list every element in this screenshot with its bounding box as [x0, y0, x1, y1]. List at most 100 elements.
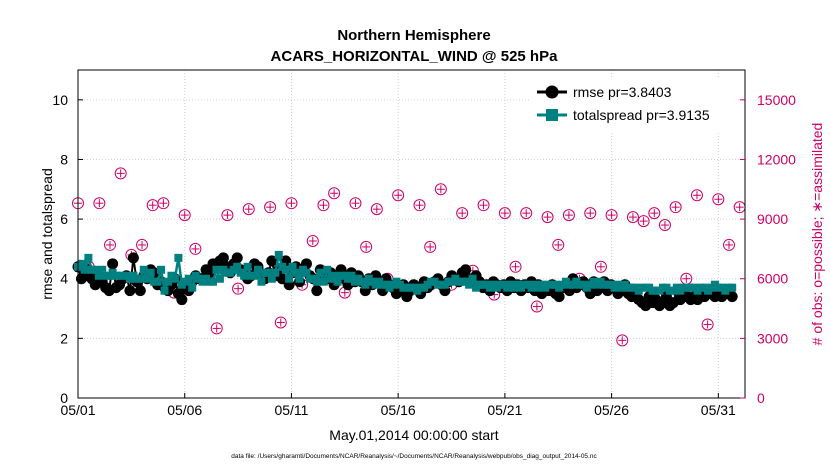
totalspread-point	[80, 265, 89, 274]
totalspread-point	[153, 277, 162, 286]
possible-obs-marker	[93, 197, 106, 210]
totalspread-point	[240, 271, 249, 280]
possible-obs-marker	[616, 334, 629, 347]
y-axis-right-ticks: 0 3000 6000 9000 12000 15000	[740, 92, 796, 406]
possible-obs-marker	[114, 167, 127, 180]
totalspread-point	[212, 265, 221, 274]
totalspread-point	[77, 259, 86, 268]
possible-obs-marker	[306, 234, 319, 247]
y-right-tick-label: 3000	[757, 330, 788, 346]
totalspread-point	[208, 277, 217, 286]
totalspread-point	[157, 265, 166, 274]
series-layer	[72, 167, 746, 347]
y-axis-ticks: 0 2 4 6 8 10	[52, 92, 83, 406]
possible-obs-marker	[221, 209, 234, 222]
legend-rmse-label: rmse pr=3.8403	[573, 84, 672, 100]
possible-obs-marker	[210, 322, 223, 335]
y-tick-label: 2	[60, 330, 68, 346]
totalspread-point	[274, 250, 283, 259]
possible-obs-marker	[285, 197, 298, 210]
possible-obs-marker	[104, 238, 117, 251]
plot-area-frame	[77, 69, 746, 399]
rmse-point	[726, 291, 738, 303]
totalspread-point	[465, 280, 474, 289]
y-right-tick-label: 12000	[757, 151, 796, 167]
totalspread-point	[84, 253, 93, 262]
possible-obs-marker	[242, 203, 255, 216]
totalspread-point	[316, 268, 325, 277]
possible-obs-marker	[530, 300, 543, 313]
x-axis-ticks: 05/01 05/06 05/11 05/16 05/21 05/26 05/31	[60, 393, 736, 418]
x-tick-label: 05/06	[167, 402, 202, 418]
totalspread-point	[728, 283, 737, 292]
y-right-tick-label: 6000	[757, 271, 788, 287]
legend-box	[529, 78, 738, 132]
possible-obs-marker	[594, 260, 607, 273]
possible-obs-marker	[605, 209, 618, 222]
y-right-tick-label: 0	[757, 390, 765, 406]
y-axis-label: rmse and totalspread	[39, 168, 55, 300]
totalspread-point	[91, 265, 100, 274]
totalspread-point	[330, 271, 339, 280]
rmse-point	[311, 285, 323, 297]
x-tick-label: 05/11	[274, 402, 308, 418]
totalspread-point	[174, 253, 183, 262]
totalspread-point	[215, 274, 224, 283]
x-tick-label: 05/31	[701, 402, 736, 418]
totalspread-point	[257, 277, 266, 286]
footnote: data file: /Users/gharamti/Documents/NCA…	[231, 453, 597, 460]
totalspread-point	[323, 265, 332, 274]
possible-obs-marker	[712, 193, 725, 206]
possible-obs-marker	[424, 240, 437, 253]
totalspread-point	[146, 268, 155, 277]
y-tick-label: 8	[60, 151, 68, 167]
totalspread-point	[160, 286, 169, 295]
totalspread-point	[302, 268, 311, 277]
possible-obs-marker	[584, 207, 597, 220]
possible-obs-marker	[722, 238, 735, 251]
possible-obs-marker	[136, 238, 149, 251]
rmse-point	[127, 252, 139, 264]
totalspread-point	[468, 274, 477, 283]
possible-obs-marker	[669, 201, 682, 214]
totalspread-point	[271, 268, 280, 277]
possible-obs-marker	[413, 199, 426, 212]
totalspread-point	[312, 277, 321, 286]
possible-obs-marker	[189, 242, 202, 255]
legend-spread-label: totalspread pr=3.9135	[573, 107, 710, 123]
totalspread-point	[267, 274, 276, 283]
rmse-point	[124, 285, 136, 297]
possible-obs-marker	[370, 203, 383, 216]
possible-obs-marker	[434, 183, 447, 196]
x-tick-label: 05/16	[381, 402, 416, 418]
possible-obs-marker	[690, 189, 703, 202]
possible-obs-marker	[456, 207, 469, 220]
totalspread-point	[285, 274, 294, 283]
rmse-point	[553, 291, 565, 303]
totalspread-point	[295, 274, 304, 283]
x-tick-label: 05/21	[487, 402, 522, 418]
possible-obs-marker	[392, 189, 405, 202]
possible-obs-marker	[509, 260, 522, 273]
y-axis-right-label: # of obs: o=possible; ∗=assimilated	[809, 123, 825, 346]
possible-obs-marker	[178, 209, 191, 222]
y-tick-label: 6	[60, 211, 68, 227]
totalspread-point	[233, 262, 242, 271]
possible-obs-marker	[541, 211, 554, 224]
y-tick-label: 10	[52, 92, 68, 108]
totalspread-point	[163, 277, 172, 286]
possible-obs-marker	[552, 238, 565, 251]
totalspread-point	[98, 265, 107, 274]
rmse-point	[266, 255, 278, 267]
totalspread-point	[136, 274, 145, 283]
totalspread-point	[281, 265, 290, 274]
totalspread-point	[361, 280, 370, 289]
rmse-point	[231, 252, 243, 264]
possible-obs-marker	[701, 318, 714, 331]
possible-obs-marker	[274, 316, 287, 329]
possible-obs-marker	[157, 197, 170, 210]
totalspread-point	[188, 283, 197, 292]
x-axis-label: May.01,2014 00:00:00 start	[329, 427, 499, 443]
chart-title: Northern Hemisphere	[337, 27, 490, 44]
